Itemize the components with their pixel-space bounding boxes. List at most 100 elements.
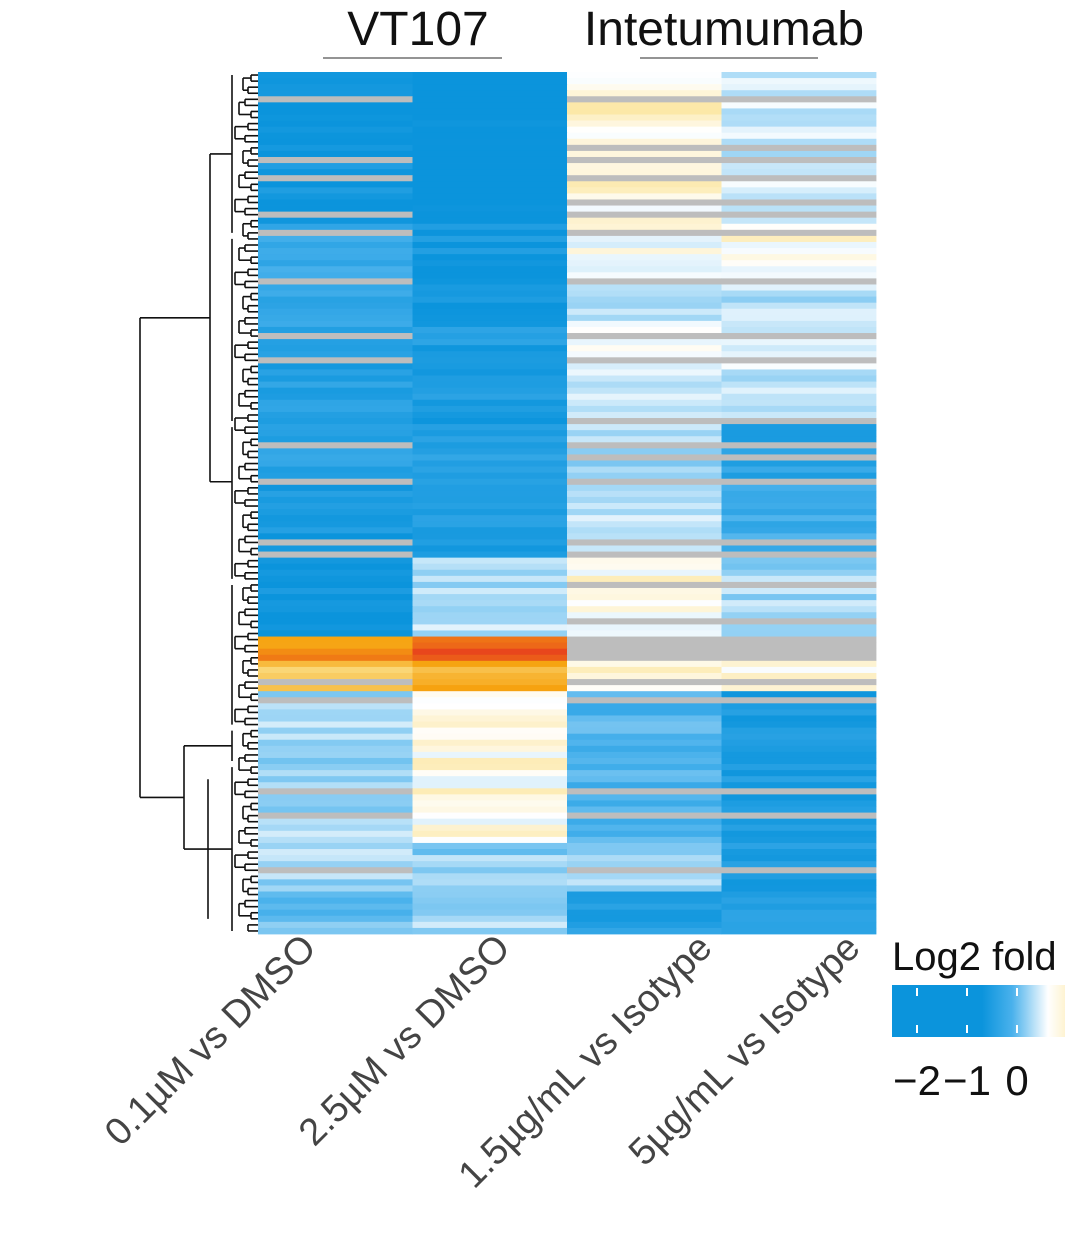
heatmap-cell [412, 818, 568, 826]
heatmap-cell [258, 721, 413, 729]
heatmap-cell [412, 794, 568, 801]
legend-ticks: −2 −1 0 [893, 988, 1029, 1104]
heatmap-cell [258, 78, 413, 85]
heatmap-cell [258, 545, 413, 552]
heatmap-cell [258, 903, 413, 911]
heatmap-cell [567, 915, 722, 923]
heatmap-cell [567, 144, 722, 152]
heatmap-cell [258, 685, 413, 692]
heatmap-cell [258, 824, 413, 832]
heatmap-cell [567, 733, 722, 741]
heatmap-cell [258, 393, 413, 401]
heatmap-cell [567, 836, 722, 844]
heatmap-cell [258, 278, 413, 285]
heatmap-cell [412, 333, 568, 340]
heatmap-cell [258, 909, 413, 917]
heatmap-cell [721, 915, 877, 923]
heatmap-cell [258, 126, 413, 134]
heatmap-cell [258, 594, 413, 601]
heatmap-cell [567, 551, 722, 559]
heatmap-cell [258, 836, 413, 844]
heatmap-cell [258, 284, 413, 291]
heatmap-cell [258, 108, 413, 115]
heatmap-cell [567, 496, 722, 504]
heatmap-cell [721, 357, 877, 364]
heatmap-cell [258, 418, 413, 425]
heatmap-cell [721, 235, 877, 243]
heatmap-cell [412, 235, 568, 243]
heatmap-cell [721, 927, 877, 935]
heatmap-cell [567, 849, 722, 856]
heatmap-cell [412, 442, 568, 449]
heatmap-cell [412, 211, 568, 219]
heatmap-cell [412, 842, 568, 850]
heatmap-cell [412, 812, 568, 820]
heatmap-cell [258, 466, 413, 474]
heatmap-cell [567, 193, 722, 200]
heatmap-cell [258, 557, 413, 565]
heatmap-cell [721, 126, 877, 134]
heatmap-cell [258, 187, 413, 194]
heatmap-cell [412, 679, 568, 686]
heatmap-cell [258, 442, 413, 449]
heatmap-cell [567, 78, 722, 85]
heatmap-cell [258, 842, 413, 850]
heatmap-cell [258, 679, 413, 686]
column-label: 0.1µM vs DMSO [97, 927, 324, 1154]
heatmap-cell [412, 478, 568, 486]
heatmap-cell [721, 430, 877, 437]
heatmap-cell [412, 563, 568, 571]
heatmap-cell [412, 709, 568, 716]
heatmap-cell [721, 569, 877, 577]
heatmap-cell [258, 436, 413, 443]
heatmap-cell [412, 156, 568, 164]
heatmap-cell [258, 788, 413, 795]
heatmap-cell [721, 248, 877, 255]
heatmap-cell [721, 229, 877, 237]
heatmap-cell [258, 563, 413, 571]
heatmap-cell [721, 217, 877, 225]
heatmap-cell [567, 575, 722, 583]
heatmap-cell [258, 290, 413, 298]
heatmap-cell [412, 150, 568, 158]
heatmap-cell [412, 375, 568, 382]
heatmap-cell [412, 229, 568, 237]
heatmap-cell [412, 557, 568, 565]
heatmap-cell [567, 296, 722, 304]
heatmap-cell [258, 150, 413, 158]
heatmap-cell [721, 418, 877, 425]
heatmap-cell [721, 138, 877, 146]
heatmap-cell [567, 290, 722, 298]
heatmap-cell [412, 320, 568, 328]
heatmap-cell [412, 630, 568, 637]
heatmap-cell [258, 800, 413, 807]
heatmap-cell [412, 545, 568, 552]
heatmap-cell [567, 654, 722, 662]
heatmap-cell [567, 630, 722, 637]
heatmap-cell [567, 460, 722, 467]
heatmap-cell [721, 163, 877, 170]
heatmap-cell [412, 357, 568, 364]
heatmap-cell [258, 72, 413, 79]
heatmap-cell [721, 278, 877, 285]
heatmap-cell [412, 163, 568, 170]
heatmap-cell [412, 217, 568, 225]
heatmap-cell [721, 290, 877, 298]
heatmap-cell [258, 448, 413, 455]
heatmap-cell [721, 442, 877, 449]
legend-colorbar [892, 985, 1065, 1037]
heatmap-cell [567, 563, 722, 571]
heatmap-cell [567, 818, 722, 826]
heatmap-cell [412, 138, 568, 146]
heatmap-cell [258, 861, 413, 868]
heatmap-cell [258, 703, 413, 710]
heatmap-cell [258, 181, 413, 188]
heatmap-cell [412, 648, 568, 656]
heatmap-cell [258, 326, 413, 334]
heatmap-cell [721, 861, 877, 868]
heatmap-cell [567, 339, 722, 346]
heatmap-cell [721, 697, 877, 704]
heatmap-cell [258, 503, 413, 510]
heatmap-cell [721, 618, 877, 625]
